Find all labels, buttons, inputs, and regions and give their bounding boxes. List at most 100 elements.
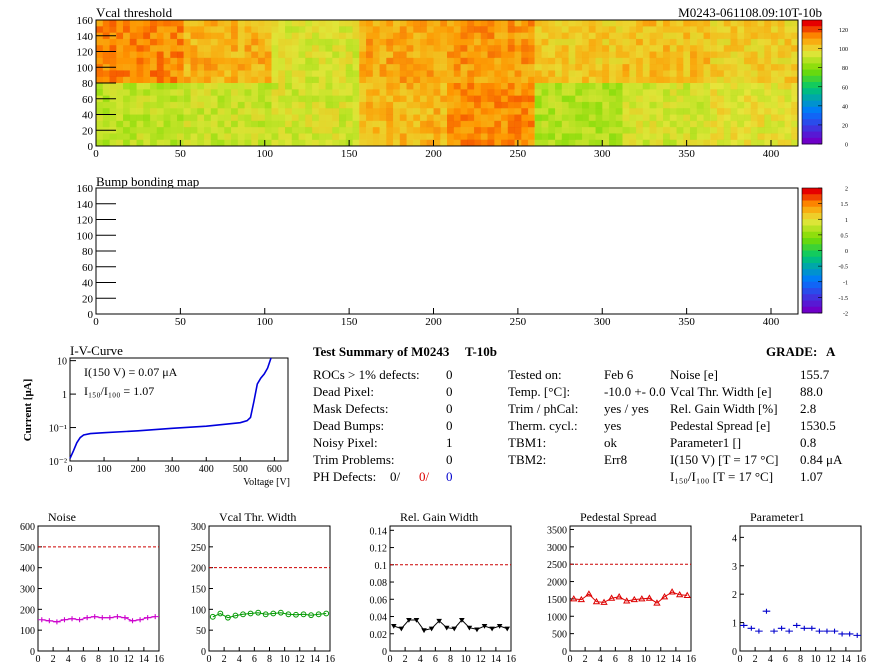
pixel-cell: [264, 70, 272, 77]
pixel-cell: [217, 108, 225, 115]
pixel-cell: [210, 26, 218, 33]
pixel-cell: [406, 38, 414, 46]
pixel-cell: [561, 139, 569, 147]
pixel-cell: [352, 38, 360, 46]
pixel-cell: [204, 127, 212, 134]
pixel-cell: [366, 38, 374, 46]
pixel-cell: [771, 101, 779, 109]
pixel-cell: [744, 26, 752, 33]
pixel-cell: [582, 64, 590, 71]
plot-y-tick-label: 100: [191, 605, 206, 616]
pixel-cell: [278, 127, 286, 134]
pixel-cell: [703, 95, 711, 103]
result-value: 0.84 μA: [800, 452, 843, 467]
pixel-cell: [663, 76, 671, 84]
pixel-cell: [163, 95, 171, 103]
pixel-cell: [723, 133, 731, 140]
pixel-cell: [420, 108, 428, 115]
pixel-cell: [622, 70, 630, 77]
pixel-cell: [129, 70, 137, 77]
pixel-cell: [183, 76, 191, 84]
pixel-cell: [197, 89, 205, 96]
pixel-cell: [345, 108, 353, 115]
pixel-cell: [359, 101, 367, 109]
data-point: [113, 614, 122, 620]
pixel-cell: [251, 70, 259, 77]
pixel-cell: [784, 133, 792, 140]
pixel-cell: [366, 26, 374, 33]
pixel-cell: [170, 114, 178, 122]
pixel-cell: [150, 89, 158, 96]
pixel-cell: [737, 120, 745, 128]
pixel-cell: [615, 20, 623, 27]
pixel-cell: [372, 114, 380, 122]
pixel-cell: [555, 45, 563, 52]
pixel-cell: [561, 38, 569, 46]
pixel-cell: [507, 120, 515, 128]
plot-x-tick-label: 0: [207, 654, 212, 665]
pixel-cell: [433, 32, 441, 40]
vcal-palette-bin: [802, 44, 822, 52]
pixel-cell: [372, 51, 380, 59]
pixel-cell: [406, 127, 414, 134]
pixel-cell: [528, 70, 536, 77]
pixel-cell: [649, 108, 657, 115]
pixel-cell: [116, 26, 124, 33]
pixel-cell: [784, 101, 792, 109]
plot-x-tick-label: 12: [656, 654, 666, 665]
pixel-cell: [278, 76, 286, 84]
pixel-cell: [393, 108, 401, 115]
pixel-cell: [710, 127, 718, 134]
pixel-cell: [224, 26, 232, 33]
pixel-cell: [528, 114, 536, 122]
pixel-cell: [379, 20, 387, 27]
data-point: [747, 625, 756, 631]
pixel-cell: [440, 133, 448, 140]
pixel-cell: [649, 133, 657, 140]
pixel-cell: [298, 139, 306, 147]
pixel-cell: [156, 83, 164, 90]
data-point: [451, 626, 458, 632]
pixel-cell: [143, 127, 151, 134]
bump-x-tick-label: 400: [763, 316, 780, 328]
pixel-cell: [568, 51, 576, 59]
pixel-cell: [359, 108, 367, 115]
pixel-cell: [717, 76, 725, 84]
pixel-cell: [521, 32, 529, 40]
pixel-cell: [649, 101, 657, 109]
pixel-cell: [359, 139, 367, 147]
pixel-cell: [399, 32, 407, 40]
pixel-cell: [352, 83, 360, 90]
pixel-cell: [622, 127, 630, 134]
vcal-x-tick-label: 200: [425, 148, 442, 160]
pixel-cell: [143, 114, 151, 122]
pixel-cell: [298, 45, 306, 52]
pixel-cell: [710, 20, 718, 27]
pixel-cell: [183, 95, 191, 103]
pixel-cell: [656, 101, 664, 109]
pixel-cell: [366, 127, 374, 134]
pixel-cell: [96, 133, 104, 140]
data-point: [675, 590, 684, 598]
pixel-cell: [217, 26, 225, 33]
bump-x-tick-label: 250: [510, 316, 527, 328]
pixel-cell: [325, 127, 333, 134]
pixel-cell: [339, 51, 347, 59]
pixel-cell: [609, 139, 617, 147]
pixel-cell: [163, 108, 171, 115]
pixel-cell: [467, 83, 475, 90]
pixel-cell: [244, 114, 252, 122]
pixel-cell: [386, 70, 394, 77]
pixel-cell: [190, 57, 198, 65]
pixel-cell: [156, 133, 164, 140]
pixel-cell: [609, 127, 617, 134]
pixel-cell: [224, 95, 232, 103]
pixel-cell: [251, 51, 259, 59]
pixel-cell: [615, 114, 623, 122]
pixel-cell: [602, 51, 610, 59]
pixel-cell: [150, 38, 158, 46]
pixel-cell: [588, 26, 596, 33]
pixel-cell: [636, 114, 644, 122]
pixel-cell: [386, 133, 394, 140]
iv-y-tick-label: 10⁻²: [49, 457, 67, 468]
